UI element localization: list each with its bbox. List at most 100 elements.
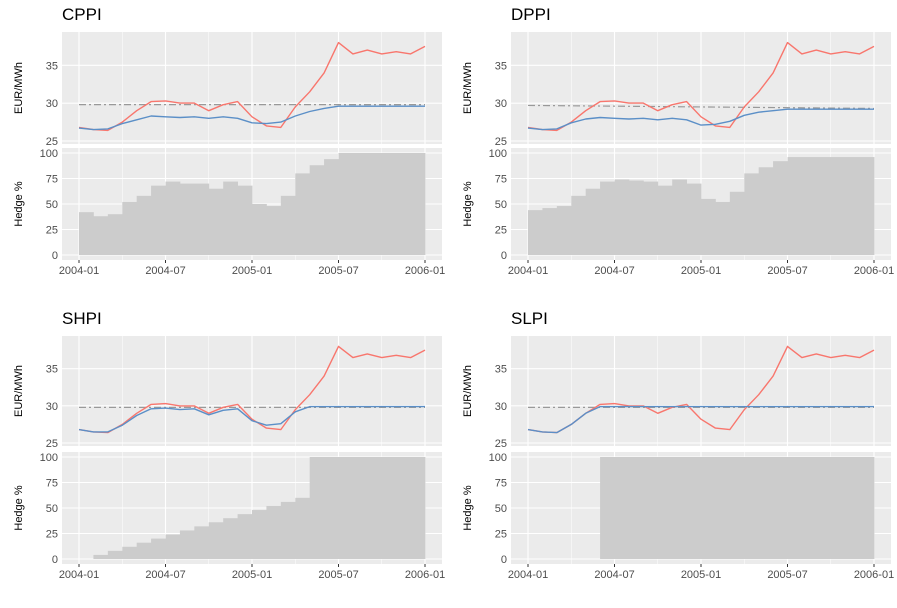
hedge-bar — [701, 198, 716, 255]
hedge-y-tick-label: 0 — [501, 250, 507, 262]
hedge-bar — [381, 153, 397, 255]
hedge-bar — [252, 510, 267, 559]
hedge-y-tick-label: 0 — [501, 554, 507, 566]
hedge-bar — [701, 457, 716, 559]
hedge-bar — [686, 183, 702, 255]
hedge-bar — [614, 179, 630, 255]
x-tick-label: 2006-01 — [405, 569, 445, 581]
price-y-axis-label: EUR/MWh — [462, 62, 474, 114]
x-tick-label: 2006-01 — [854, 569, 894, 581]
hedge-bar — [801, 457, 817, 559]
panel-title: SHPI — [62, 309, 102, 328]
hedge-bar — [816, 457, 832, 559]
chart-panel-shpi: SHPI 25 30 35 0 25 50 75 100 2004-01 2004-07 2005-0… — [13, 309, 445, 581]
hedge-bar — [672, 457, 687, 559]
hedge-bar — [773, 161, 788, 255]
hedge-bar — [194, 183, 210, 255]
hedge-bar — [324, 457, 339, 559]
hedge-bar — [528, 210, 543, 255]
hedge-bar — [381, 457, 397, 559]
hedge-y-tick-label: 100 — [40, 452, 58, 464]
hedge-bar — [845, 457, 860, 559]
price-y-tick-label: 35 — [46, 364, 58, 376]
hedge-bar — [338, 153, 354, 255]
hedge-bar — [280, 501, 296, 559]
hedge-bar — [787, 157, 803, 255]
hedge-bar — [107, 550, 123, 559]
hedge-bar — [208, 522, 224, 559]
portfolio-series-line — [527, 405, 874, 434]
hedge-bar — [309, 457, 325, 559]
x-tick-label: 2005-01 — [232, 569, 272, 581]
hedge-bar — [151, 538, 166, 559]
hedge-bar — [352, 457, 368, 559]
price-y-tick-label: 25 — [46, 136, 58, 148]
hedge-y-tick-label: 50 — [495, 503, 507, 515]
hedge-y-tick-label: 100 — [489, 452, 507, 464]
hedge-y-tick-label: 25 — [495, 225, 507, 237]
price-y-tick-label: 30 — [495, 98, 507, 110]
hedge-y-tick-label: 0 — [52, 250, 58, 262]
hedge-y-tick-label: 50 — [46, 199, 58, 211]
hedge-bar — [295, 497, 311, 559]
hedge-bar — [628, 457, 644, 559]
hedge-bar — [237, 514, 253, 559]
hedge-y-tick-label: 100 — [489, 148, 507, 160]
x-tick-label: 2004-01 — [508, 569, 548, 581]
hedge-bar — [122, 201, 138, 255]
hedge-bar — [223, 518, 238, 559]
hedge-y-tick-label: 75 — [495, 174, 507, 186]
portfolio-series-line — [527, 108, 874, 131]
hedge-y-tick-label: 50 — [46, 503, 58, 515]
hedge-bar — [122, 546, 138, 559]
x-tick-label: 2005-01 — [232, 265, 272, 277]
hedge-bar — [729, 457, 745, 559]
hedge-y-axis-label: Hedge % — [13, 485, 25, 530]
hedge-bar — [600, 181, 615, 255]
hedge-bar — [744, 457, 760, 559]
hedge-bar — [410, 153, 426, 255]
hedge-bar — [107, 214, 123, 255]
market-series-line — [78, 345, 426, 434]
hedge-bar — [585, 188, 601, 255]
hedge-bar — [410, 457, 426, 559]
hedge-bar — [830, 157, 846, 255]
market-series-line — [527, 41, 875, 132]
panel-title: SLPI — [511, 309, 548, 328]
hedge-y-tick-label: 75 — [495, 478, 507, 490]
hedge-y-tick-label: 100 — [40, 148, 58, 160]
hedge-bar — [542, 208, 558, 255]
hedge-y-tick-label: 25 — [495, 529, 507, 541]
hedge-bar — [830, 457, 846, 559]
hedge-y-tick-label: 75 — [46, 174, 58, 186]
hedge-bar — [396, 153, 411, 255]
hedge-bar — [165, 534, 181, 559]
hedge-bar — [556, 206, 572, 255]
portfolio-series-line — [78, 105, 425, 131]
hedge-bar — [352, 153, 368, 255]
x-tick-label: 2005-07 — [318, 265, 358, 277]
hedge-bar — [758, 167, 774, 255]
hedge-bar — [657, 185, 673, 255]
x-tick-label: 2004-01 — [59, 569, 99, 581]
hedge-bar — [715, 201, 731, 255]
chart-panel-dppi: DPPI 25 30 35 0 25 50 75 100 2004-01 2004-07 2005-0… — [462, 5, 894, 277]
hedge-bar — [266, 505, 282, 559]
hedge-bar — [628, 180, 644, 255]
hedge-bar — [773, 457, 788, 559]
hedge-bar — [179, 530, 195, 559]
chart-panel-cppi: CPPI 25 30 35 0 25 50 75 100 2004-01 2004-07 2005-0… — [13, 5, 445, 277]
hedge-y-tick-label: 25 — [46, 225, 58, 237]
hedge-bar — [295, 173, 311, 255]
hedge-bar — [571, 195, 587, 255]
hedge-bar — [266, 206, 282, 255]
hedge-bar — [309, 165, 325, 255]
panel-title: CPPI — [62, 5, 102, 24]
hedge-bar — [643, 457, 659, 559]
hedge-bar — [672, 179, 687, 255]
panel-title: DPPI — [511, 5, 551, 24]
price-y-tick-label: 35 — [46, 60, 58, 72]
x-tick-label: 2004-01 — [508, 265, 548, 277]
cap-series-line — [527, 104, 875, 110]
hedge-y-axis-label: Hedge % — [462, 485, 474, 530]
